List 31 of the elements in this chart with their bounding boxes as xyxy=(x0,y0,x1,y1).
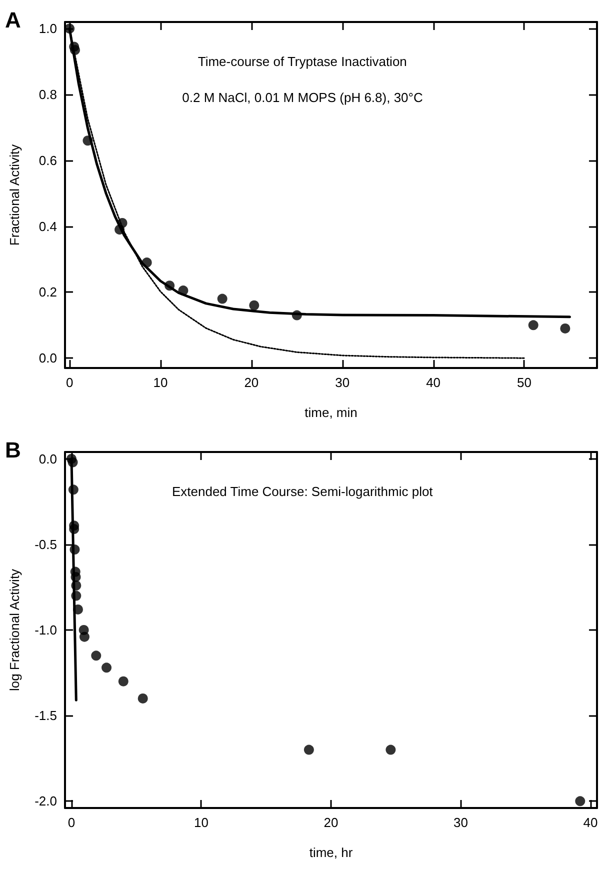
annotation: 0.2 M NaCl, 0.01 M MOPS (pH 6.8), 30°C xyxy=(182,90,423,105)
x-tick-label: 0 xyxy=(68,815,76,830)
x-tick-label: 20 xyxy=(324,815,338,830)
y-axis-title: log Fractional Activity xyxy=(7,568,22,692)
x-tick-label: 50 xyxy=(517,375,532,390)
chart-title: B xyxy=(5,438,21,462)
x-tick-label: 40 xyxy=(426,375,441,390)
x-tick-label: 10 xyxy=(194,815,208,830)
chart-title: A xyxy=(5,8,21,32)
x-axis-title: time, hr xyxy=(309,845,354,860)
x-tick-label: 40 xyxy=(583,815,598,830)
y-tick-label: 0.0 xyxy=(38,451,57,466)
y-axis-title: Fractional Activity xyxy=(7,144,22,246)
x-tick-label: 10 xyxy=(153,375,168,390)
y-tick-label: -0.5 xyxy=(34,536,57,552)
y-tick-label: -1.0 xyxy=(34,622,57,638)
annotation: Extended Time Course: Semi-logarithmic plot xyxy=(172,484,434,499)
y-tick-label: -2.0 xyxy=(34,794,57,809)
y-tick-label: 0.6 xyxy=(38,152,57,168)
x-axis-title: time, min xyxy=(304,405,358,420)
x-tick-label: 0 xyxy=(66,375,74,390)
x-tick-label: 30 xyxy=(335,375,350,390)
y-tick-label: 1.0 xyxy=(38,21,57,36)
y-tick-label: 0.4 xyxy=(38,218,57,234)
annotation: Time-course of Tryptase Inactivation xyxy=(198,54,407,69)
x-tick-label: 30 xyxy=(454,815,468,830)
y-tick-label: 0.2 xyxy=(38,284,57,300)
x-tick-label: 20 xyxy=(244,375,259,390)
y-tick-label: 0.0 xyxy=(38,350,57,366)
y-tick-label: 0.8 xyxy=(38,86,57,102)
y-tick-label: -1.5 xyxy=(34,708,57,724)
